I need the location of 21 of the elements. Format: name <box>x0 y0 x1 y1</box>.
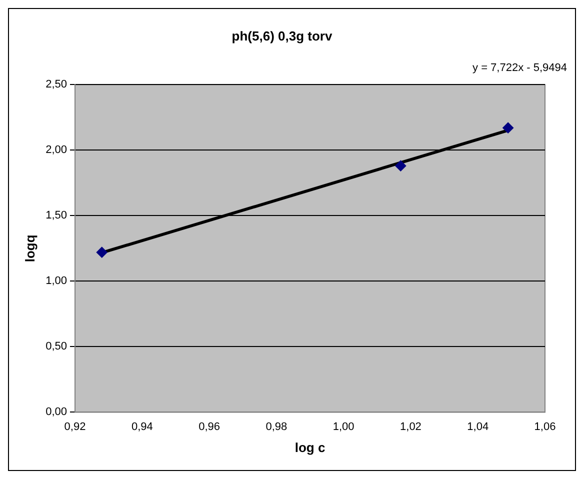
x-tick-label: 0,92 <box>64 420 86 433</box>
x-tick-label: 1,06 <box>534 420 556 433</box>
point <box>395 160 406 172</box>
x-axis-title: log c <box>294 440 326 455</box>
x-tick-label: 1,02 <box>400 420 422 433</box>
y-tick-label: 1,50 <box>46 210 68 222</box>
point <box>96 246 108 258</box>
y-tick-label: 2,00 <box>46 144 68 156</box>
y-tick-label: 2,50 <box>46 78 68 91</box>
x-tick-label: 1,00 <box>332 420 354 433</box>
x-tick-label: 0,96 <box>198 420 220 433</box>
y-tick-label: 0,00 <box>46 406 68 418</box>
x-tick-label: 0,94 <box>131 420 153 433</box>
y-axis-title: logq <box>22 234 38 262</box>
point <box>502 122 514 134</box>
chart-title: ph(5,6) 0,3g torv <box>232 28 333 44</box>
y-tick-label: 0,50 <box>46 340 68 353</box>
y-tick-label: 1,00 <box>46 275 68 288</box>
text: y = 7,722x - 5,9494 <box>472 62 567 74</box>
x-tick-label: 0,98 <box>266 420 288 433</box>
x-tick-label: 1,04 <box>467 420 489 433</box>
